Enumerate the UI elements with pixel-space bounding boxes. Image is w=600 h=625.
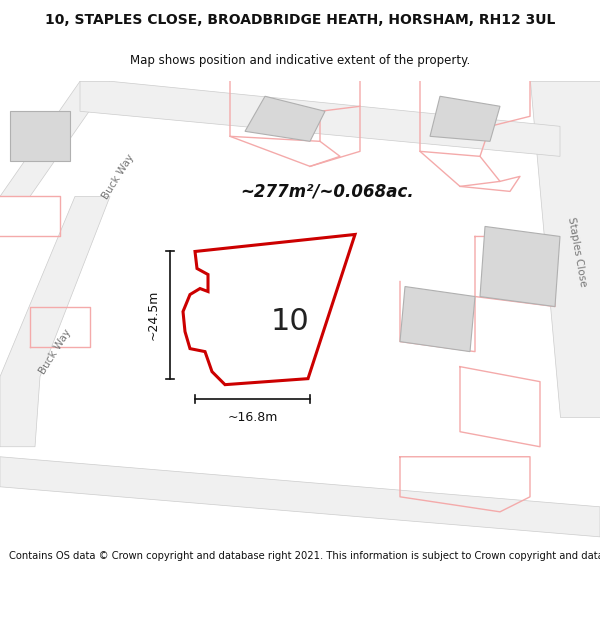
Text: ~277m²/~0.068ac.: ~277m²/~0.068ac. [240, 182, 414, 201]
Polygon shape [0, 196, 110, 447]
Polygon shape [0, 81, 110, 196]
Polygon shape [480, 226, 560, 306]
Polygon shape [530, 81, 600, 417]
Polygon shape [245, 96, 325, 141]
Text: Buck Way: Buck Way [100, 152, 136, 201]
Polygon shape [235, 246, 325, 332]
Polygon shape [400, 286, 475, 352]
Text: Contains OS data © Crown copyright and database right 2021. This information is : Contains OS data © Crown copyright and d… [9, 551, 600, 561]
PathPatch shape [183, 234, 355, 384]
Text: Staples Close: Staples Close [566, 216, 588, 287]
Text: ~16.8m: ~16.8m [227, 411, 278, 424]
Polygon shape [10, 111, 70, 161]
Text: Buck Way: Buck Way [37, 328, 73, 376]
Polygon shape [0, 457, 600, 537]
Text: 10, STAPLES CLOSE, BROADBRIDGE HEATH, HORSHAM, RH12 3UL: 10, STAPLES CLOSE, BROADBRIDGE HEATH, HO… [45, 13, 555, 28]
Text: Map shows position and indicative extent of the property.: Map shows position and indicative extent… [130, 54, 470, 68]
Text: ~24.5m: ~24.5m [147, 290, 160, 340]
Polygon shape [430, 96, 500, 141]
Polygon shape [80, 81, 560, 156]
Text: 10: 10 [271, 307, 310, 336]
